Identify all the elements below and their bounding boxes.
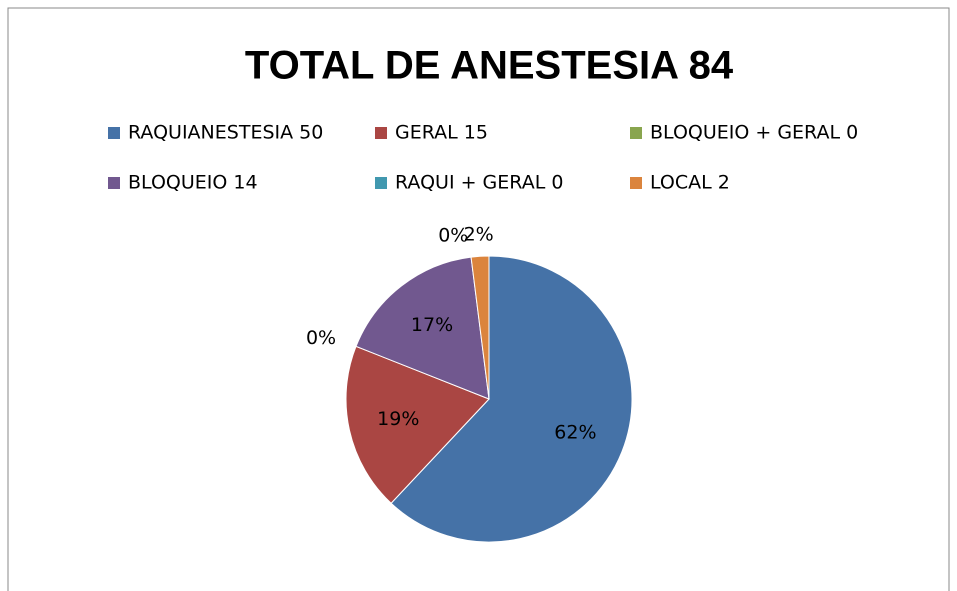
data-label: 0%	[306, 327, 336, 349]
legend-swatch	[630, 127, 642, 139]
legend-label: BLOQUEIO + GERAL 0	[650, 122, 858, 144]
legend-swatch	[375, 127, 387, 139]
data-label: 2%	[464, 223, 494, 245]
data-label: 0%	[438, 224, 468, 246]
legend-swatch	[108, 127, 120, 139]
legend-label: BLOQUEIO 14	[128, 172, 258, 194]
chart-border	[7, 7, 950, 591]
chart-title: TOTAL DE ANESTESIA 84	[245, 44, 734, 88]
data-label: 19%	[377, 408, 419, 430]
legend-label: RAQUI + GERAL 0	[395, 172, 563, 194]
legend-swatch	[375, 177, 387, 189]
data-label: 17%	[411, 314, 453, 336]
pie-slice	[345, 345, 490, 504]
pie-slice	[355, 256, 490, 400]
pie-slice	[390, 255, 633, 543]
legend-swatch	[630, 177, 642, 189]
pie-slice	[470, 255, 490, 400]
legend-label: RAQUIANESTESIA 50	[128, 122, 323, 144]
legend-swatch	[108, 177, 120, 189]
data-label: 62%	[554, 422, 596, 444]
legend-label: LOCAL 2	[650, 172, 730, 194]
legend-label: GERAL 15	[395, 122, 488, 144]
